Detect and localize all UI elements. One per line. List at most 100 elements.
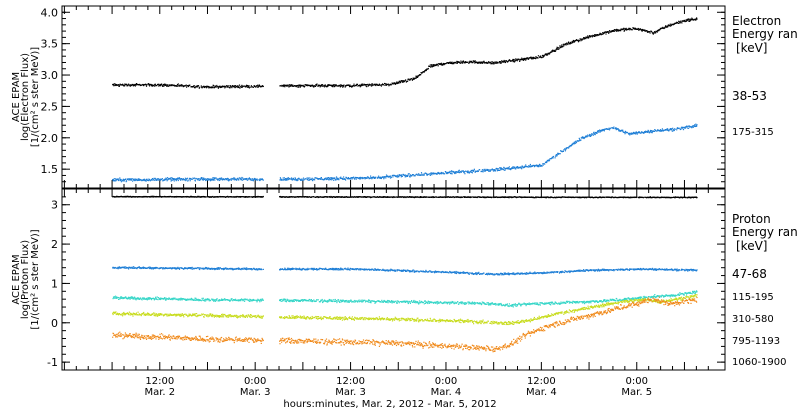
data-point	[286, 177, 288, 180]
data-point	[238, 84, 241, 86]
data-point	[518, 59, 520, 61]
data-point	[472, 169, 474, 171]
data-point	[559, 45, 561, 47]
data-point	[693, 125, 695, 127]
data-point	[119, 267, 121, 269]
data-point	[177, 179, 179, 182]
data-point	[251, 268, 253, 271]
data-point	[143, 179, 145, 181]
data-point	[559, 153, 561, 155]
data-point	[620, 130, 622, 132]
data-point	[164, 267, 166, 270]
data-point	[294, 268, 297, 270]
data-point	[557, 152, 559, 154]
data-point	[286, 269, 288, 271]
data-point	[371, 83, 373, 85]
data-point	[359, 178, 361, 180]
data-point	[457, 61, 459, 63]
data-point	[132, 178, 134, 180]
data-point	[545, 197, 547, 199]
data-point	[320, 178, 322, 180]
data-point	[344, 267, 346, 269]
data-point	[611, 196, 613, 198]
data-point	[167, 267, 169, 269]
data-point	[551, 196, 553, 198]
data-point	[483, 168, 485, 170]
data-point	[360, 85, 362, 87]
data-point	[128, 268, 130, 270]
data-point	[374, 83, 376, 85]
data-point	[359, 176, 361, 178]
data-point	[188, 267, 190, 269]
data-point	[161, 196, 163, 198]
data-point	[149, 85, 151, 87]
data-point	[574, 142, 576, 144]
data-point	[343, 85, 345, 87]
data-point	[115, 179, 117, 181]
data-point	[318, 178, 320, 180]
data-point	[490, 169, 493, 171]
y-tick-label: 2.5	[41, 100, 59, 113]
data-point	[670, 128, 672, 130]
data-point	[624, 130, 626, 132]
data-point	[638, 29, 640, 31]
data-point	[345, 268, 347, 270]
data-point	[416, 75, 418, 77]
data-point	[440, 62, 442, 64]
data-point	[212, 195, 214, 198]
data-point	[689, 196, 691, 198]
data-point	[149, 268, 151, 270]
data-point	[218, 267, 220, 269]
data-point	[525, 59, 527, 61]
data-point	[522, 59, 524, 61]
data-point	[382, 269, 384, 271]
data-point	[464, 62, 466, 64]
data-point	[178, 268, 181, 270]
data-point	[543, 163, 545, 165]
data-point	[122, 180, 124, 182]
data-point	[166, 177, 169, 179]
data-point	[189, 84, 191, 86]
data-point	[539, 56, 541, 59]
data-point	[479, 61, 481, 63]
data-point	[683, 20, 685, 22]
data-point	[556, 155, 558, 157]
data-point	[696, 18, 698, 20]
data-point	[234, 268, 236, 270]
data-point	[319, 85, 321, 87]
data-point	[508, 166, 510, 168]
data-point	[382, 268, 384, 270]
data-point	[652, 33, 654, 35]
data-point	[462, 170, 464, 172]
data-point	[431, 64, 433, 67]
data-point	[397, 174, 399, 176]
data-point	[360, 178, 362, 180]
data-point	[667, 26, 669, 28]
data-point	[495, 273, 497, 275]
data-point	[165, 83, 167, 86]
data-point	[119, 179, 121, 182]
data-point	[488, 61, 490, 63]
data-point	[628, 28, 630, 30]
data-point	[341, 268, 343, 270]
data-point	[330, 178, 332, 180]
data-point	[204, 196, 206, 198]
data-point	[552, 155, 555, 158]
data-point	[239, 196, 241, 198]
data-point	[215, 86, 217, 88]
data-point	[428, 65, 431, 67]
data-point	[161, 267, 163, 269]
data-point	[502, 168, 504, 170]
data-point	[406, 174, 408, 177]
data-point	[616, 30, 619, 32]
data-point	[153, 177, 155, 179]
data-point	[134, 178, 136, 180]
data-point	[614, 196, 617, 198]
data-point	[394, 82, 396, 84]
data-point	[200, 85, 202, 87]
data-point	[458, 171, 460, 174]
data-point	[301, 85, 303, 87]
data-point	[641, 29, 643, 31]
data-point	[366, 177, 368, 179]
data-point	[364, 177, 366, 179]
